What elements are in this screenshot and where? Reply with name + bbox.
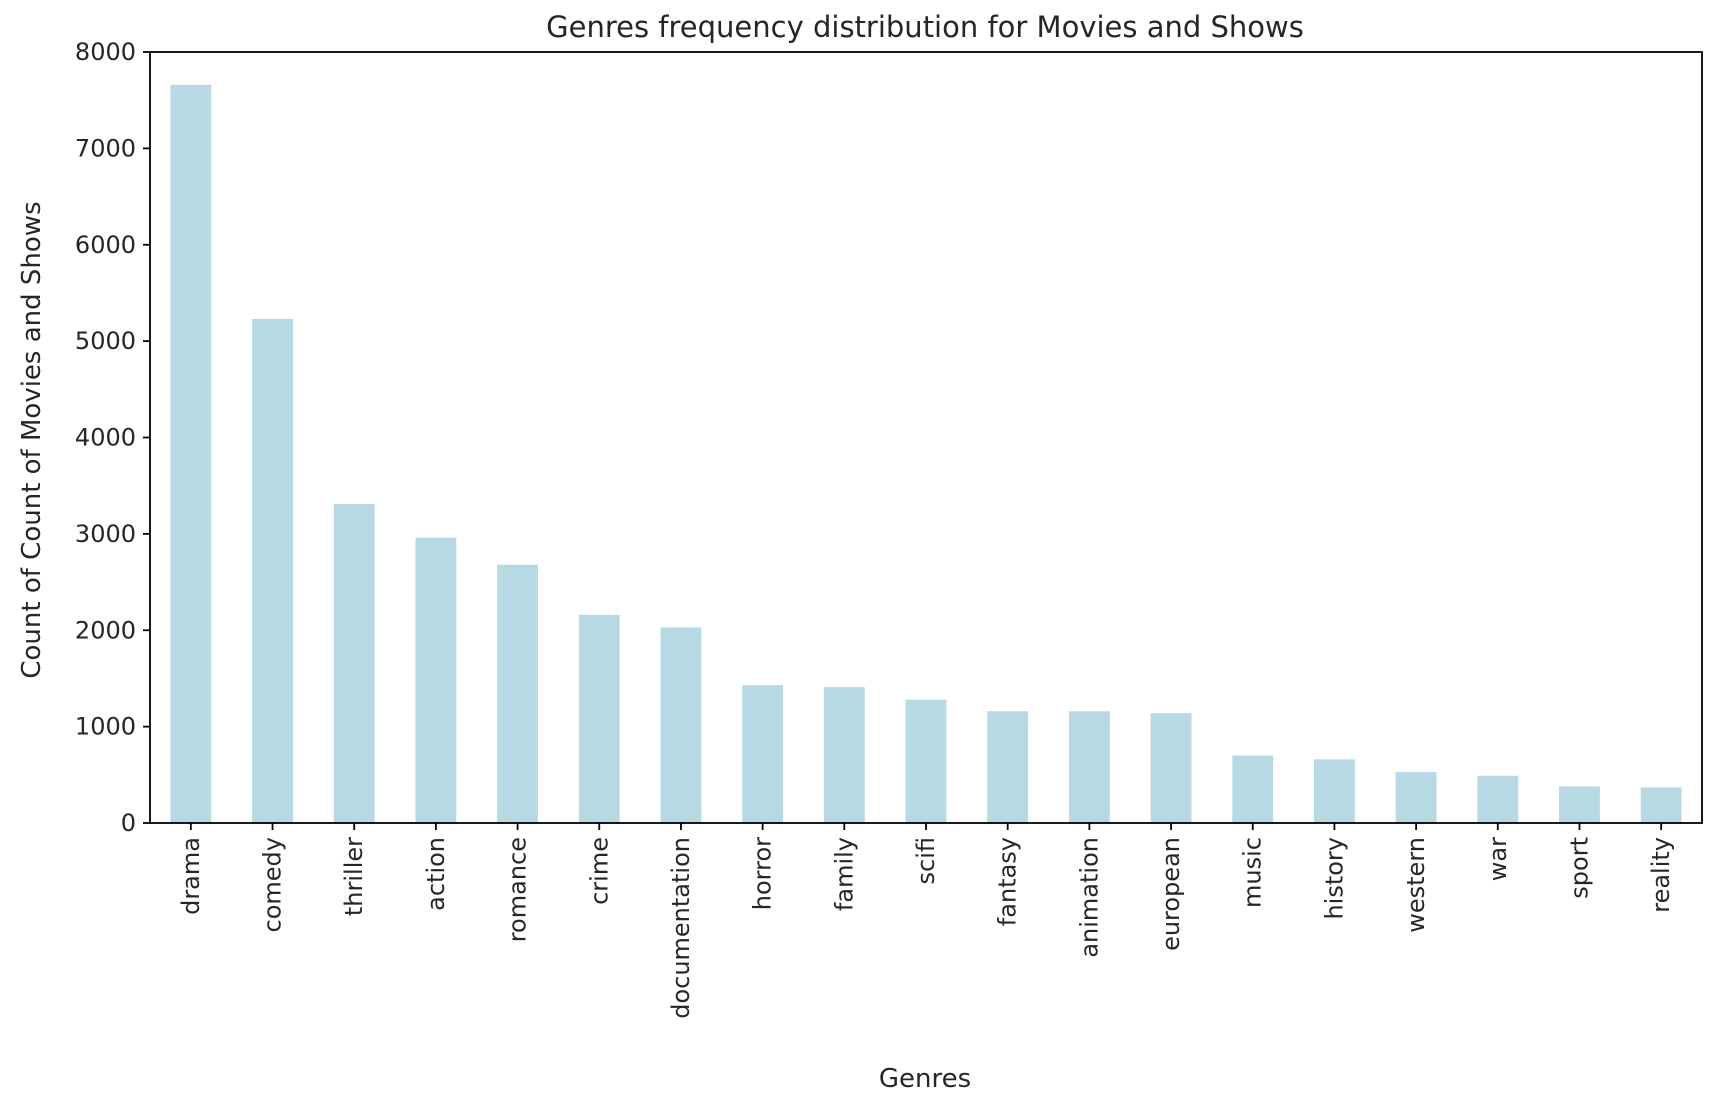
bar-reality	[1640, 787, 1682, 823]
x-tick-label-western: western	[1402, 837, 1430, 933]
x-tick-label-fantasy: fantasy	[994, 837, 1022, 926]
x-tick-label-family: family	[830, 837, 858, 911]
x-tick-label-documentation: documentation	[667, 837, 695, 1019]
y-tick-label: 7000	[75, 134, 136, 162]
x-tick-label-sport: sport	[1565, 837, 1593, 899]
y-tick-label: 6000	[75, 231, 136, 259]
y-tick-label: 8000	[75, 38, 136, 66]
bar-scifi	[905, 699, 947, 823]
x-tick-label-history: history	[1320, 837, 1348, 920]
y-axis-label: Count of Count of Movies and Shows	[17, 201, 47, 678]
y-tick-label: 4000	[75, 424, 136, 452]
x-tick-label-scifi: scifi	[912, 837, 940, 884]
bar-comedy	[252, 318, 293, 823]
y-axis: 0 1000 2000 3000 4000 5000 6000 7000 8000	[75, 38, 150, 837]
bar-family	[823, 687, 865, 823]
bars-group	[170, 84, 1682, 823]
x-tick-label-thriller: thriller	[340, 837, 368, 916]
x-tick-label-crime: crime	[585, 837, 613, 905]
bar-crime	[578, 614, 620, 823]
y-tick-label: 5000	[75, 327, 136, 355]
chart-title: Genres frequency distribution for Movies…	[546, 10, 1304, 44]
bar-animation	[1068, 711, 1110, 823]
x-tick-label-drama: drama	[177, 837, 205, 915]
bar-european	[1150, 713, 1192, 823]
bar-horror	[742, 685, 784, 823]
bar-western	[1395, 771, 1437, 823]
x-tick-label-animation: animation	[1075, 837, 1103, 958]
x-tick-label-music: music	[1239, 837, 1267, 908]
y-tick-label: 3000	[75, 520, 136, 548]
bar-thriller	[333, 504, 375, 823]
x-axis: drama comedy thriller action romance crime doc…	[177, 823, 1675, 1019]
y-tick-label: 1000	[75, 713, 136, 741]
bar-action	[415, 537, 457, 823]
x-tick-label-comedy: comedy	[259, 837, 287, 932]
x-tick-label-romance: romance	[504, 837, 532, 942]
bar-documentation	[660, 627, 702, 823]
bar-drama	[170, 84, 212, 823]
x-axis-label: Genres	[879, 1064, 971, 1094]
bar-romance	[497, 564, 538, 823]
bar-history	[1314, 759, 1355, 823]
x-tick-label-action: action	[422, 837, 450, 911]
bar-music	[1232, 755, 1274, 823]
bar-war	[1477, 775, 1519, 823]
x-tick-label-european: european	[1157, 837, 1185, 951]
x-tick-label-war: war	[1484, 837, 1512, 881]
bar-fantasy	[987, 711, 1029, 823]
x-tick-label-reality: reality	[1647, 837, 1675, 913]
bar-sport	[1559, 786, 1600, 823]
x-tick-label-horror: horror	[749, 837, 777, 910]
y-tick-label: 2000	[75, 616, 136, 644]
y-tick-label: 0	[121, 809, 136, 837]
